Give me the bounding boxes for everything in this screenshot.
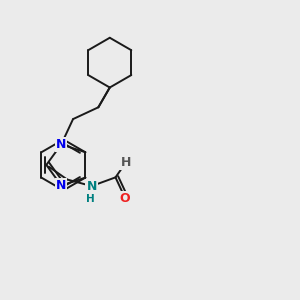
- Text: H: H: [86, 194, 94, 204]
- Text: N: N: [86, 180, 97, 193]
- Text: N: N: [56, 179, 66, 192]
- Text: H: H: [121, 156, 131, 169]
- Text: O: O: [120, 192, 130, 205]
- Text: N: N: [56, 138, 66, 151]
